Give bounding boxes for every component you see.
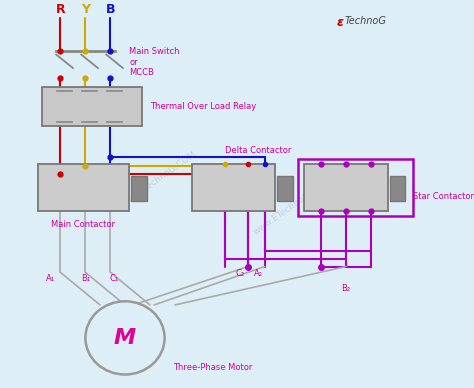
- Bar: [42, 87, 142, 126]
- Bar: [298, 159, 412, 217]
- Text: C₂: C₂: [235, 268, 244, 277]
- Text: B₁: B₁: [81, 274, 90, 283]
- Text: R: R: [55, 3, 65, 16]
- Text: www.ETechnoG.COM: www.ETechnoG.COM: [118, 150, 199, 210]
- Text: Thermal Over Load Relay: Thermal Over Load Relay: [150, 102, 256, 111]
- Text: A₂: A₂: [254, 268, 263, 277]
- Text: A₁: A₁: [46, 274, 55, 283]
- Text: M: M: [114, 328, 136, 348]
- Text: B: B: [106, 3, 115, 16]
- Bar: [277, 176, 293, 201]
- Bar: [191, 165, 275, 211]
- Text: Star Contactor: Star Contactor: [412, 192, 474, 201]
- Bar: [390, 176, 405, 201]
- Text: Main Switch
or
MCCB: Main Switch or MCCB: [129, 47, 180, 77]
- Text: C₁: C₁: [110, 274, 119, 283]
- Bar: [131, 176, 147, 201]
- Text: ε: ε: [337, 16, 344, 29]
- Text: Main Contactor: Main Contactor: [51, 220, 115, 229]
- Text: TechnoG: TechnoG: [345, 16, 387, 26]
- Text: Y: Y: [81, 3, 90, 16]
- Bar: [304, 165, 388, 211]
- Text: B₂: B₂: [341, 284, 350, 293]
- Bar: [37, 165, 129, 211]
- Text: www.ETechnoG.COM: www.ETechnoG.COM: [251, 177, 332, 237]
- Circle shape: [85, 301, 164, 374]
- Text: Delta Contactor: Delta Contactor: [225, 146, 292, 155]
- Text: Three-Phase Motor: Three-Phase Motor: [173, 363, 252, 372]
